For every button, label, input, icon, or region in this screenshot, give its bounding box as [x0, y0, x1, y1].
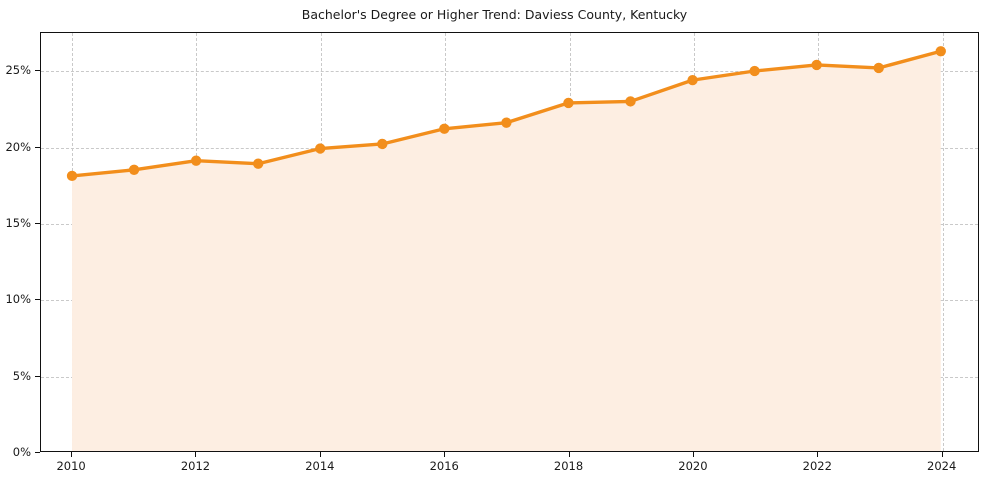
chart-title: Bachelor's Degree or Higher Trend: Davie…: [301, 7, 688, 22]
data-point-marker[interactable]: 2024: 26.3%: [935, 46, 946, 57]
x-axis-tick-label: 2024: [927, 459, 957, 473]
data-point-marker[interactable]: 2011: 18.5%: [128, 164, 140, 175]
data-point-marker[interactable]: 2013: 18.9%: [252, 158, 264, 169]
x-axis-tick-label: 2018: [553, 459, 584, 473]
x-axis-tick-mark: [319, 452, 321, 457]
x-axis-tick-label: 2020: [678, 459, 708, 473]
x-axis-tick-label: 2014: [305, 459, 335, 473]
area-fill: [72, 51, 941, 451]
data-point-marker[interactable]: 2014: 19.9%: [315, 143, 326, 154]
data-point-marker[interactable]: 2021: 25%: [749, 65, 760, 77]
series-area-chart: 2010: 18.1% 2011: 18.5% 2012: 19.1% 2013: 1…: [66, 46, 946, 451]
x-axis-tick-mark: [568, 452, 570, 457]
y-axis-tick-label: 10%: [5, 292, 31, 307]
x-axis-tick-label: 2012: [180, 459, 211, 473]
y-axis-tick-label: 0%: [12, 445, 31, 459]
x-axis-tick-label: 2016: [429, 459, 459, 473]
gridline-horizontal: [41, 71, 978, 73]
x-axis-tick-mark: [941, 452, 943, 457]
data-point-marker[interactable]: 2012: 19.1%: [190, 155, 202, 166]
x-axis-tick-mark: [195, 452, 197, 457]
x-axis-tick-mark: [444, 452, 446, 457]
data-point-marker[interactable]: 2018: 22.9%: [563, 97, 574, 109]
data-point-marker[interactable]: 2010: 18.1%: [66, 170, 78, 182]
x-axis-tick-mark: [71, 452, 73, 457]
data-point-marker[interactable]: 2017: 21.6%: [501, 117, 512, 128]
data-point-marker[interactable]: 2020: 24.4%: [687, 74, 698, 86]
x-axis-tick-label: 2022: [802, 459, 832, 473]
data-point-marker[interactable]: 2015: 20.2%: [377, 138, 388, 150]
y-axis-tick-label: 15%: [5, 215, 31, 230]
x-axis-tick-label: 2010: [56, 459, 86, 473]
data-point-marker[interactable]: 2019: 23%: [625, 96, 636, 107]
data-point-marker[interactable]: 2016: 21.2%: [439, 123, 450, 134]
data-point-marker[interactable]: 2022: 25.4%: [811, 59, 822, 71]
y-axis-tick-label: 25%: [5, 63, 31, 78]
y-axis-tick-label: 5%: [12, 368, 31, 383]
x-axis-tick-mark: [692, 452, 694, 457]
y-axis-tick-mark: [35, 452, 40, 453]
x-axis-tick-mark: [817, 452, 819, 457]
y-axis-tick-label: 20%: [5, 139, 31, 154]
plot-area: 2010: 18.1% 2011: 18.5% 2012: 19.1% 2013: 1…: [40, 32, 979, 452]
gridline-vertical: [942, 33, 944, 451]
data-point-marker[interactable]: 2023: 25.2%: [873, 62, 884, 74]
